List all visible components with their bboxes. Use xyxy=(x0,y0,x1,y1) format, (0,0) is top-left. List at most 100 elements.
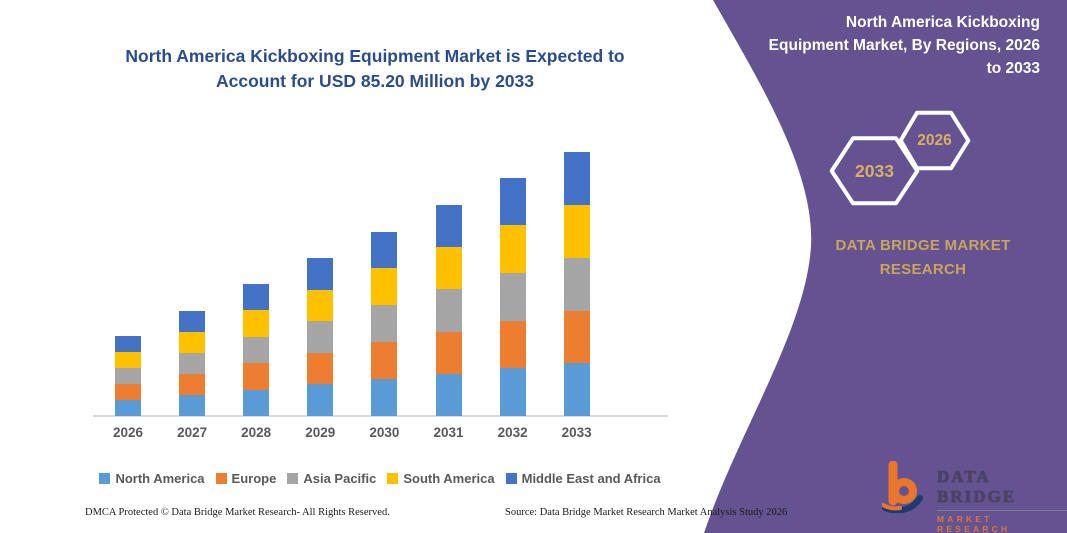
footer-source: Source: Data Bridge Market Research Mark… xyxy=(505,507,788,518)
hexagon-2033 xyxy=(829,136,920,206)
brand-text-line2: RESEARCH xyxy=(879,261,967,278)
footer-copyright: DMCA Protected © Data Bridge Market Rese… xyxy=(85,507,390,518)
bar-segment-europe xyxy=(307,352,334,385)
bar-segment-north-america xyxy=(115,399,141,416)
bar-segment-north-america xyxy=(179,394,206,416)
logo-subtitle: MARKET RESEARCH xyxy=(937,514,1011,533)
bar-segment-europe xyxy=(179,373,206,395)
bar-segment-asia-pacific xyxy=(179,352,206,374)
bar-segment-middle-east-and-africa xyxy=(371,231,398,269)
legend-item-north-america: North America xyxy=(99,471,205,486)
logo-swoosh-orange xyxy=(882,503,902,511)
bar-segment-south-america xyxy=(179,331,206,353)
legend-item-middle-east-and-africa: Middle East and Africa xyxy=(505,471,661,486)
legend-label: North America xyxy=(115,471,205,486)
bar-2027 xyxy=(179,310,206,416)
bar-segment-south-america xyxy=(307,289,334,322)
panel-heading-line2: Equipment Market, By Regions, 2026 xyxy=(768,37,1040,54)
logo-text: DATA BRIDGE MARKET RESEARCH xyxy=(937,467,1067,533)
bar-segment-north-america xyxy=(307,384,334,416)
bar-2032 xyxy=(499,177,526,416)
bar-2028 xyxy=(243,284,270,416)
dbmr-logo-icon xyxy=(882,461,923,513)
bar-segment-middle-east-and-africa xyxy=(243,284,270,311)
bar-segment-south-america xyxy=(435,247,462,290)
bar-2033 xyxy=(563,151,590,416)
legend-swatch xyxy=(287,473,299,484)
legend-item-asia-pacific: Asia Pacific xyxy=(287,471,376,486)
bar-segment-north-america xyxy=(435,373,462,416)
hexagon-badges: 2033 2026 xyxy=(829,110,971,206)
legend-swatch xyxy=(387,473,399,484)
x-tick-2029: 2029 xyxy=(305,425,336,440)
bar-segment-north-america xyxy=(243,389,270,416)
panel-heading: North America Kickboxing Equipment Marke… xyxy=(710,11,1040,80)
x-tick-2030: 2030 xyxy=(369,425,400,440)
panel-heading-line1: North America Kickboxing xyxy=(845,14,1040,31)
legend-label: Middle East and Africa xyxy=(521,471,661,486)
bar-segment-asia-pacific xyxy=(435,289,462,332)
hexagon-2026 xyxy=(898,110,971,171)
legend: North America Europe Asia Pacific South Ame… xyxy=(80,471,680,486)
bar-segment-middle-east-and-africa xyxy=(435,205,462,248)
bar-segment-middle-east-and-africa xyxy=(307,258,334,290)
x-tick-2031: 2031 xyxy=(433,425,464,440)
legend-swatch xyxy=(215,473,227,484)
x-tick-2026: 2026 xyxy=(112,425,144,440)
hexagon-2026-label: 2026 xyxy=(917,132,952,149)
bar-segment-europe xyxy=(371,342,398,380)
x-axis-line xyxy=(93,415,668,417)
legend-swatch xyxy=(99,473,111,484)
legend-swatch xyxy=(505,473,517,484)
bar-segment-south-america xyxy=(563,204,590,258)
bar-segment-south-america xyxy=(243,310,270,337)
bar-2026 xyxy=(115,335,141,416)
bar-segment-middle-east-and-africa xyxy=(563,151,590,205)
bar-segment-asia-pacific xyxy=(307,321,334,353)
bar-segment-asia-pacific xyxy=(115,367,141,384)
bar-2029 xyxy=(307,258,334,416)
bar-segment-north-america xyxy=(563,363,590,416)
legend-label: Asia Pacific xyxy=(303,471,377,486)
bar-segment-asia-pacific xyxy=(243,336,270,364)
bar-segment-middle-east-and-africa xyxy=(499,177,526,226)
x-tick-2028: 2028 xyxy=(241,425,272,440)
legend-label: South America xyxy=(403,471,495,486)
bar-segment-europe xyxy=(243,363,270,390)
bar-segment-asia-pacific xyxy=(563,257,590,311)
panel-heading-line3: to 2033 xyxy=(986,60,1040,77)
logo-b-bowl xyxy=(891,478,917,504)
x-tick-2027: 2027 xyxy=(177,425,208,440)
chart-title-line2: Account for USD 85.20 Million by 2033 xyxy=(216,71,534,91)
dbmr-logo: DATA BRIDGE MARKET RESEARCH xyxy=(882,461,1067,533)
legend-item-south-america: South America xyxy=(387,471,495,486)
chart-title: North America Kickboxing Equipment Marke… xyxy=(60,44,690,94)
bar-segment-north-america xyxy=(371,379,398,416)
bar-2031 xyxy=(435,205,462,416)
bar-segment-asia-pacific xyxy=(499,272,526,321)
x-tick-2033: 2033 xyxy=(561,425,592,440)
legend-item-europe: Europe xyxy=(215,471,277,486)
legend-label: Europe xyxy=(231,471,277,486)
bar-segment-middle-east-and-africa xyxy=(179,310,206,332)
brand-text-line1: DATA BRIDGE MARKET xyxy=(835,237,1011,254)
bar-segment-south-america xyxy=(115,351,141,368)
chart-title-line1: North America Kickboxing Equipment Marke… xyxy=(125,46,625,66)
bar-segment-europe xyxy=(115,383,141,400)
bar-segment-south-america xyxy=(371,268,398,306)
bar-segment-europe xyxy=(499,320,526,369)
panel-curved-shape xyxy=(704,0,1067,533)
x-tick-2032: 2032 xyxy=(497,425,528,440)
bar-segment-south-america xyxy=(499,225,526,273)
logo-name: DATA BRIDGE xyxy=(937,467,1067,511)
brand-text: DATA BRIDGE MARKET RESEARCH xyxy=(812,234,1034,282)
bar-segment-europe xyxy=(563,310,590,364)
hexagon-2033-label: 2033 xyxy=(855,161,894,181)
bar-2030 xyxy=(371,231,398,416)
bar-segment-asia-pacific xyxy=(371,305,398,343)
bar-segment-europe xyxy=(435,331,462,374)
bar-segment-middle-east-and-africa xyxy=(115,335,141,352)
